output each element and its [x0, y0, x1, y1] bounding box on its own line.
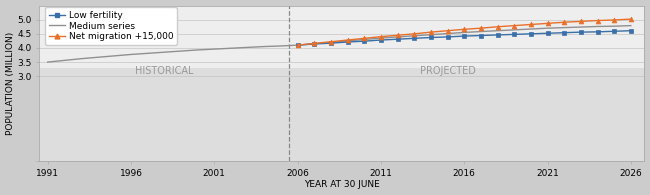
X-axis label: YEAR AT 30 JUNE: YEAR AT 30 JUNE — [304, 180, 380, 190]
Bar — [40, 68, 644, 161]
Text: HISTORICAL: HISTORICAL — [135, 66, 194, 76]
Text: PROJECTED: PROJECTED — [420, 66, 476, 76]
Legend: Low fertility, Medium series, Net migration +15,000: Low fertility, Medium series, Net migrat… — [46, 7, 177, 45]
Y-axis label: POPULATION (MILLION): POPULATION (MILLION) — [6, 32, 14, 135]
Bar — [40, 5, 644, 68]
